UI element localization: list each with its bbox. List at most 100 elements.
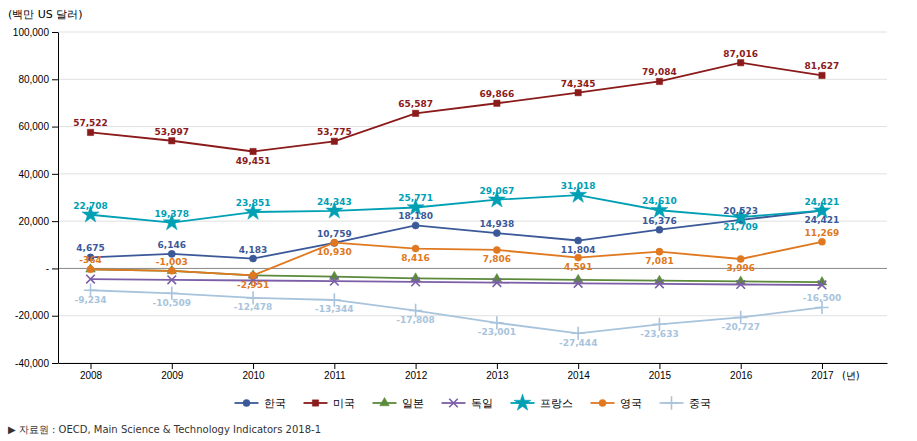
y-axis: -40,000-20,000-20,00040,00060,00080,0001… — [13, 27, 59, 369]
series-line — [91, 195, 822, 223]
data-label: 53,997 — [154, 127, 189, 137]
data-label: 81,627 — [805, 61, 840, 71]
legend-label: 일본 — [402, 397, 424, 410]
point — [411, 273, 421, 281]
y-tick-mark — [52, 316, 58, 317]
y-tick-label: - — [46, 263, 49, 274]
x-tick-mark — [416, 363, 417, 369]
x-tick: 2011 — [324, 363, 346, 381]
point — [575, 237, 582, 244]
point — [330, 277, 339, 286]
data-label: 11,269 — [805, 228, 840, 238]
y-tick-mark — [52, 268, 58, 269]
data-label: 49,451 — [236, 156, 271, 166]
legend-marker — [449, 399, 458, 408]
legend-marker — [599, 399, 606, 406]
legend-item: 프랑스 — [511, 394, 573, 410]
point — [167, 275, 176, 284]
point — [575, 89, 581, 95]
x-axis: 2008200920102011201220132014201520162017 — [59, 363, 888, 381]
point — [250, 148, 256, 154]
x-tick: 2009 — [161, 363, 184, 381]
point — [168, 267, 175, 274]
x-tick-mark — [822, 363, 823, 369]
grid-line — [58, 268, 887, 269]
series-points — [87, 238, 826, 279]
data-label: 29,067 — [480, 186, 515, 196]
series-points — [86, 275, 826, 290]
x-tick: 2012 — [405, 363, 428, 381]
legend-marker — [514, 394, 531, 410]
x-tick-label: 2011 — [324, 370, 346, 381]
y-tick-label: 40,000 — [18, 169, 49, 180]
legend-item: 일본 — [373, 397, 424, 410]
data-label: 19,378 — [154, 209, 189, 219]
grid — [58, 32, 887, 363]
x-tick-mark — [334, 363, 335, 369]
point — [249, 272, 256, 279]
series-line — [91, 211, 822, 259]
y-tick: 100,000 — [13, 27, 58, 38]
x-tick-label: 2012 — [405, 370, 428, 381]
point — [493, 278, 502, 287]
data-label: 8,416 — [401, 253, 429, 263]
point — [169, 138, 175, 144]
series-points — [84, 284, 829, 340]
point — [249, 255, 256, 262]
y-tick: 40,000 — [18, 169, 58, 180]
y-tick-mark — [52, 127, 58, 128]
point — [331, 239, 338, 246]
data-label: 31,018 — [561, 181, 596, 191]
point — [331, 138, 337, 144]
legend-label: 독일 — [471, 397, 493, 410]
x-tick: 2010 — [242, 363, 265, 381]
y-tick: 80,000 — [18, 74, 58, 85]
legend-item: 미국 — [304, 397, 355, 410]
data-labels: 4,6756,1464,18310,75918,18014,93811,8041… — [73, 49, 841, 348]
x-tick: 2014 — [568, 363, 591, 381]
x-tick-mark — [497, 363, 498, 369]
point — [575, 254, 582, 261]
data-label: -27,444 — [559, 338, 597, 348]
data-label: 10,759 — [317, 229, 352, 239]
data-label: 24,610 — [642, 196, 677, 206]
y-tick-mark — [52, 32, 58, 33]
x-tick-mark — [91, 363, 92, 369]
y-tick: 60,000 — [18, 121, 58, 132]
y-tick-mark — [52, 363, 58, 364]
data-label: 65,587 — [398, 99, 433, 109]
series-line — [91, 279, 822, 285]
data-label: 14,938 — [480, 219, 515, 229]
x-tick: 2015 — [649, 363, 672, 381]
data-label: -9,234 — [74, 295, 106, 305]
point — [737, 255, 744, 262]
point — [493, 230, 500, 237]
data-label: 57,522 — [73, 118, 108, 128]
legend: 한국미국일본독일프랑스영국중국 — [235, 394, 711, 410]
legend-label: 한국 — [264, 397, 286, 410]
point — [87, 129, 93, 135]
x-tick-mark — [253, 363, 254, 369]
x-tick-label: 2008 — [80, 370, 103, 381]
legend-marker — [665, 396, 678, 409]
x-tick-mark — [741, 363, 742, 369]
x-tick-mark — [659, 363, 660, 369]
legend-marker — [243, 399, 250, 406]
data-label: -16,500 — [803, 293, 841, 303]
data-label: -20,727 — [721, 322, 759, 332]
source-note: ▶ 자료원 : OECD, Main Science & Technology … — [8, 424, 321, 435]
data-label: -364 — [79, 255, 102, 265]
x-tick-mark — [172, 363, 173, 369]
data-label: 21,709 — [723, 222, 758, 232]
data-label: 23,851 — [236, 198, 271, 208]
data-label: 24,421 — [805, 197, 840, 207]
legend-label: 미국 — [333, 397, 355, 410]
x-tick-label: 2013 — [486, 370, 509, 381]
y-tick: -20,000 — [15, 310, 58, 321]
data-label: -23,001 — [478, 327, 516, 337]
point — [738, 60, 744, 66]
point — [656, 226, 663, 233]
series-points — [86, 264, 827, 285]
x-tick-label: 2009 — [161, 370, 184, 381]
data-label: 16,376 — [642, 216, 677, 226]
